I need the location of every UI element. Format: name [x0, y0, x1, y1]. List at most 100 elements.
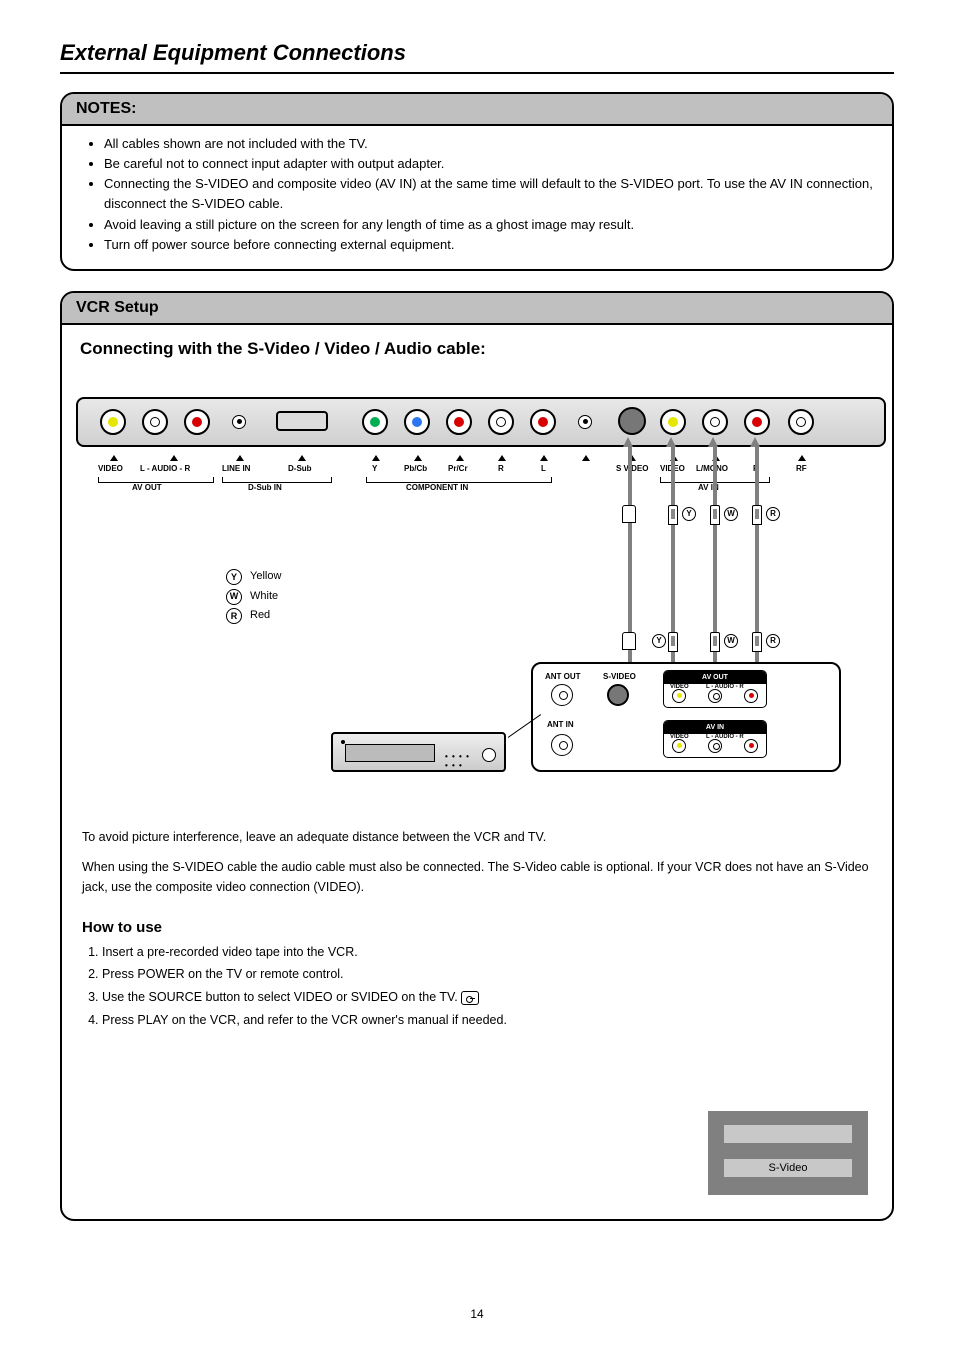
arrow-icon: [170, 455, 178, 461]
note-line1: To avoid picture interference, leave an …: [82, 827, 872, 847]
vcr-buttons: • • • •• • •: [445, 752, 470, 770]
diagram-area: VIDEO L - AUDIO - R LINE IN D-Sub Y Pb/C…: [76, 367, 886, 817]
avout-video: [672, 689, 686, 703]
notes-bullet: Be careful not to connect input adapter …: [104, 154, 874, 174]
cableconn-svideo-top: [622, 505, 636, 523]
notes-bullet: Turn off power source before connecting …: [104, 235, 874, 255]
avout-alabel: L - AUDIO - R: [706, 684, 744, 690]
plug-video-out: [100, 409, 126, 435]
avin-box: AV IN VIDEO L - AUDIO - R: [663, 720, 767, 758]
dsub-port: [276, 411, 328, 431]
avout-ar: [744, 689, 758, 703]
notes-bullet: Connecting the S-VIDEO and composite vid…: [104, 174, 874, 214]
howto-step: Insert a pre-recorded video tape into th…: [102, 942, 872, 963]
avout-vlabel: VIDEO: [670, 684, 689, 690]
lbl-antout: ANT OUT: [545, 672, 581, 681]
osd-field-top: [724, 1125, 852, 1143]
howto-step: Press POWER on the TV or remote control.: [102, 964, 872, 985]
cable-video-arrow: [666, 437, 676, 447]
avin-alabel: L - AUDIO - R: [706, 734, 744, 740]
howto-title: How to use: [82, 919, 872, 936]
arrow-icon: [540, 455, 548, 461]
arrow-icon: [498, 455, 506, 461]
arrow-icon: [582, 455, 590, 461]
port-label: Y: [372, 464, 377, 473]
arrow-icon: [236, 455, 244, 461]
port-label: S VIDEO: [616, 464, 648, 473]
cable-audio-r-arrow: [750, 437, 760, 447]
avout-box: AV OUT VIDEO L - AUDIO - R: [663, 670, 767, 708]
cableconn-l-bot: [710, 632, 720, 652]
vcr-subheading: Connecting with the S-Video / Video / Au…: [80, 339, 878, 359]
cableconn-r-top: [752, 505, 762, 525]
plug-headphone: [578, 415, 592, 429]
legend-r-icon: R: [226, 608, 242, 624]
vcr-device: • • • •• • •: [331, 732, 506, 772]
vcr-knob: [482, 748, 496, 762]
plug-comp-pr: [446, 409, 472, 435]
mini-w: W: [724, 507, 738, 521]
mini-r2: R: [766, 634, 780, 648]
port-label: L - AUDIO - R: [140, 464, 190, 473]
note-line2: When using the S-VIDEO cable the audio c…: [82, 857, 872, 897]
legend-y-icon: Y: [226, 569, 242, 585]
plug-line-in: [232, 415, 246, 429]
svideo-socket: [607, 684, 629, 706]
howto-step: Press PLAY on the VCR, and refer to the …: [102, 1010, 872, 1031]
port-label: VIDEO: [98, 464, 123, 473]
port-label: Pb/Cb: [404, 464, 427, 473]
arrow-icon: [110, 455, 118, 461]
arrow-icon: [456, 455, 464, 461]
vcr-slot: [345, 744, 435, 762]
mini-y: Y: [682, 507, 696, 521]
vcr-back-panel: ANT OUT ANT IN S-VIDEO AV OUT VIDEO L - …: [531, 662, 841, 772]
plug-lmono-in: [702, 409, 728, 435]
group-label-dsubin: D-Sub IN: [248, 483, 282, 492]
cableconn-r-bot: [752, 632, 762, 652]
avout-hdr: AV OUT: [664, 671, 766, 684]
plug-video-in: [660, 409, 686, 435]
vcr-panel: VCR Setup Connecting with the S-Video / …: [60, 291, 894, 1221]
page-number: 14: [0, 1307, 954, 1321]
title-rule: [60, 72, 894, 74]
howto-step3-text: Use the SOURCE button to select VIDEO or…: [102, 990, 458, 1004]
legend-w-text: White: [250, 587, 278, 607]
port-label: RF: [796, 464, 807, 473]
plug-audio-r-out: [184, 409, 210, 435]
cable-audio-l-arrow: [708, 437, 718, 447]
howto-body: Insert a pre-recorded video tape into th…: [82, 942, 872, 1031]
osd-preview: S-Video: [708, 1111, 868, 1195]
arrow-icon: [298, 455, 306, 461]
plug-comp-pb: [404, 409, 430, 435]
coax-antout: [551, 684, 573, 706]
plug-audio-l-out: [142, 409, 168, 435]
notes-header: NOTES:: [62, 94, 892, 126]
notes-bullet: All cables shown are not included with t…: [104, 134, 874, 154]
legend-w-icon: W: [226, 589, 242, 605]
port-label: Pr/Cr: [448, 464, 468, 473]
avin-vlabel: VIDEO: [670, 734, 689, 740]
source-button-icon: [461, 991, 479, 1005]
avin-al: [708, 739, 722, 753]
plug-comp-r: [488, 409, 514, 435]
arrow-icon: [372, 455, 380, 461]
cableconn-video-bot: [668, 632, 678, 652]
page-title: External Equipment Connections: [60, 40, 894, 66]
notes-panel: NOTES: All cables shown are not included…: [60, 92, 894, 271]
vcr-header: VCR Setup: [62, 293, 892, 325]
avin-ar: [744, 739, 758, 753]
howto-step: Use the SOURCE button to select VIDEO or…: [102, 987, 872, 1008]
port-label: L/MONO: [696, 464, 728, 473]
osd-field-label: S-Video: [724, 1159, 852, 1177]
arrow-icon: [798, 455, 806, 461]
arrow-icon: [414, 455, 422, 461]
port-label: D-Sub: [288, 464, 312, 473]
plug-rf: [788, 409, 814, 435]
avin-hdr: AV IN: [664, 721, 766, 734]
port-label: LINE IN: [222, 464, 250, 473]
avin-video: [672, 739, 686, 753]
cable-svideo-arrow: [623, 437, 633, 447]
legend: YYellow WWhite RRed: [226, 567, 281, 626]
mini-y2: Y: [652, 634, 666, 648]
plug-r-in: [744, 409, 770, 435]
